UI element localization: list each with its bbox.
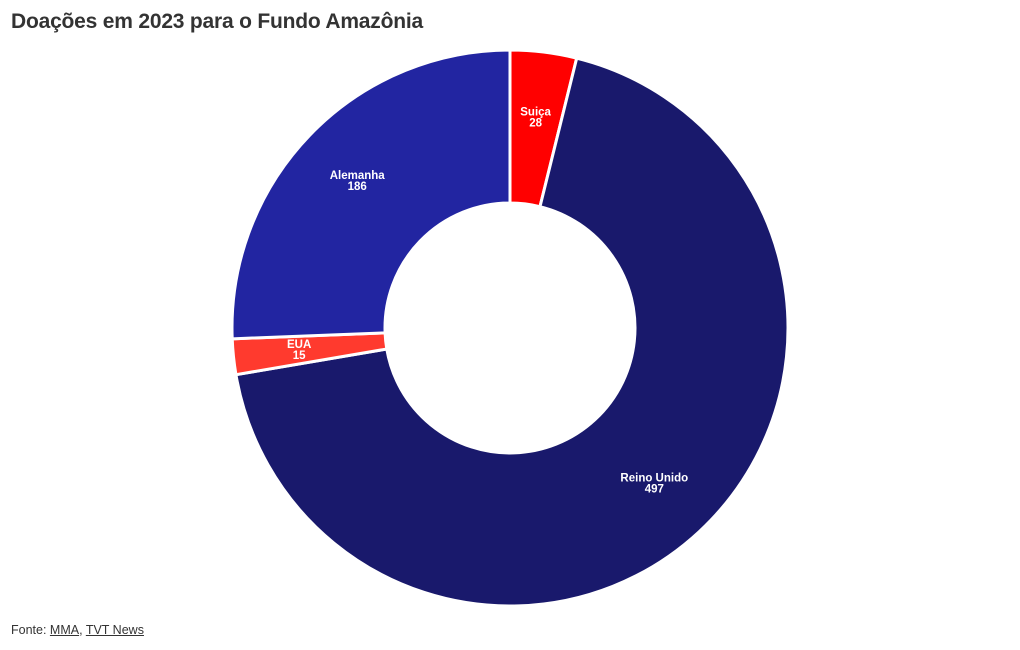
chart-title: Doações em 2023 para o Fundo Amazônia	[11, 10, 423, 33]
slice-value-reino-unido: 497	[645, 483, 664, 495]
source-prefix: Fonte:	[11, 623, 50, 637]
slice-value-eua: 15	[293, 350, 306, 362]
slice-label-alemanha: Alemanha	[330, 170, 386, 182]
slice-reino-unido[interactable]	[234, 56, 790, 608]
source-separator: ,	[79, 623, 86, 637]
slice-value-alemanha: 186	[348, 181, 367, 193]
source-link-tvt-news[interactable]: TVT News	[85, 623, 144, 637]
slice-alemanha[interactable]	[230, 48, 512, 341]
source-link-mma[interactable]: MMA	[49, 623, 80, 637]
slices-group	[230, 48, 790, 608]
slice-label-eua: EUA	[287, 339, 311, 351]
source-footer: Fonte: MMA, TVT News	[11, 623, 144, 637]
slice-value-suica: 28	[529, 118, 542, 130]
slice-label-suica: Suiça	[520, 107, 551, 119]
slice-label-reino-unido: Reino Unido	[620, 472, 688, 484]
